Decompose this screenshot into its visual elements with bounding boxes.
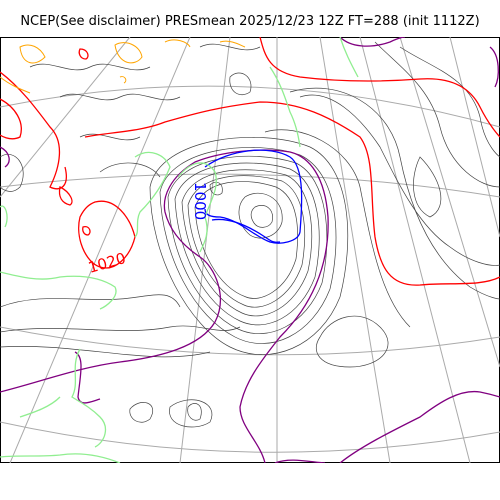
- terrain-contour-line: [219, 40, 246, 48]
- isobar-1012-line: [0, 146, 10, 168]
- isobar: [199, 43, 261, 51]
- thin-isobars: [0, 41, 500, 428]
- isobar-1020-line: [58, 186, 73, 206]
- longitude-line: [399, 37, 500, 368]
- isobar-1012-line: [339, 390, 500, 463]
- isobar: [0, 294, 181, 308]
- isobar: [374, 41, 500, 188]
- isobar: [29, 63, 151, 71]
- isobar-1012-line: [74, 351, 101, 404]
- isobar-1020-line: [0, 71, 67, 190]
- coastline: [0, 37, 359, 463]
- terrain-contour-line: [119, 76, 127, 84]
- pressure-map: 1020 1000: [0, 37, 500, 463]
- figure-title: NCEP(See disclaimer) PRESmean 2025/12/23…: [20, 14, 480, 29]
- isobar-1020-line: [84, 101, 500, 286]
- isobar-1000-line: [211, 218, 281, 243]
- isobar-ring: [209, 181, 223, 196]
- isobar-ring: [149, 137, 349, 355]
- isobar: [169, 399, 213, 428]
- isobar-1012-line: [0, 149, 329, 463]
- coastline-segment: [71, 348, 107, 448]
- terrain-contour-line: [164, 39, 191, 48]
- low-pressure-system: [149, 137, 349, 355]
- longitude-line: [0, 37, 131, 198]
- isobar: [229, 72, 252, 96]
- longitude-line: [449, 37, 500, 238]
- coastline-segment: [269, 66, 301, 148]
- isobar: [413, 156, 442, 218]
- terrain-contour-line: [19, 44, 46, 64]
- isobar-1020-line: [259, 37, 500, 138]
- isobar-ring: [167, 155, 328, 334]
- terrain-contour-line: [0, 76, 31, 94]
- terrain-contour: [0, 39, 246, 94]
- isobar: [299, 94, 500, 266]
- isobar: [264, 129, 411, 328]
- isobar-1020-line: [0, 98, 22, 140]
- isobar-1020-line: [78, 48, 89, 60]
- longitude-line: [359, 37, 471, 463]
- isobar: [59, 93, 181, 101]
- isobar: [315, 315, 389, 368]
- isobar: [0, 154, 24, 192]
- isobar-1012-line: [489, 46, 499, 88]
- isobar: [129, 402, 153, 423]
- isobar-ring: [250, 205, 273, 228]
- coastline-segment: [0, 271, 117, 310]
- isobar-ring: [174, 162, 320, 326]
- coastline-segment: [0, 205, 8, 228]
- isobar-ring: [238, 192, 283, 239]
- isobar-1012-line: [339, 37, 406, 47]
- coastline-segment: [339, 37, 359, 78]
- isobar-1020-line: [78, 200, 136, 269]
- isobar-1000-line: [204, 149, 303, 244]
- coastline-segment: [177, 162, 217, 253]
- isobar-ring: [194, 181, 298, 299]
- isobar-1012-line: [274, 459, 326, 463]
- isobar: [0, 325, 241, 333]
- coastline-segment: [19, 396, 61, 418]
- isobar: [79, 133, 141, 141]
- terrain-contour-line: [114, 42, 143, 64]
- isobar: [289, 87, 500, 300]
- isobar: [399, 46, 500, 158]
- isobar-ring: [181, 169, 313, 317]
- longitude-line: [9, 37, 191, 463]
- latitude-line: [0, 85, 500, 128]
- latitude-line: [0, 173, 500, 198]
- isobar-1020-line: [82, 226, 91, 236]
- isobar-1000: [204, 149, 303, 244]
- coastline-segment: [134, 151, 171, 238]
- isobar-1020: [0, 37, 500, 286]
- latitude-line: [0, 421, 500, 453]
- isobar: [0, 346, 211, 358]
- isobar-ring: [159, 147, 337, 344]
- isobar-1012: [0, 37, 500, 463]
- isobar: [99, 162, 161, 178]
- latitude-line: [0, 326, 500, 356]
- isobar-ring: [187, 175, 306, 308]
- isobar: [187, 403, 202, 421]
- longitude-line: [319, 37, 391, 463]
- coastline-segment: [0, 453, 121, 463]
- isobar-label-1000: 1000: [191, 182, 209, 220]
